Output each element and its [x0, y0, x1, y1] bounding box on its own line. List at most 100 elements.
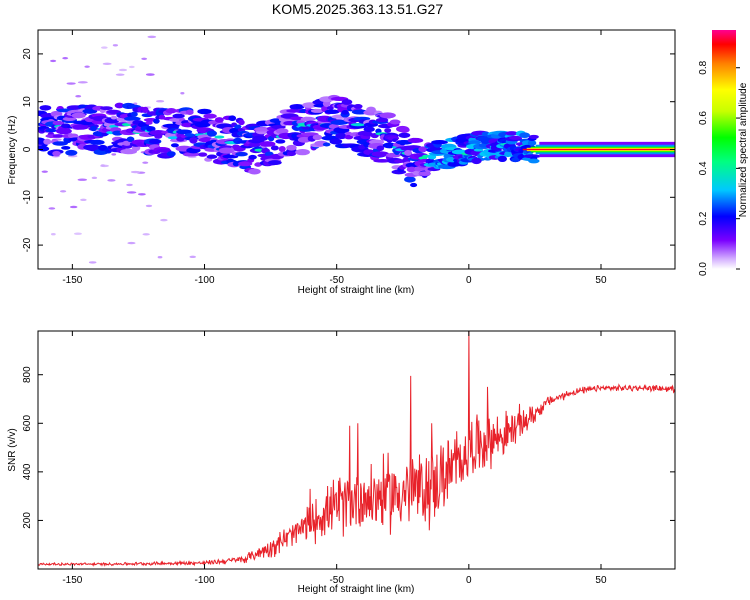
spectrogram-speckle: [142, 161, 149, 164]
spectrogram-cell: [176, 129, 193, 135]
spectrogram-cell: [344, 134, 354, 140]
colorbar-label: Normalized spectral amplitude: [738, 82, 749, 217]
spectrogram-cell: [218, 147, 235, 154]
chart-title: KOM5.2025.363.13.51.G27: [271, 1, 444, 17]
spectrogram-speckle: [142, 233, 150, 236]
spectrogram-cell: [329, 138, 343, 145]
spectrogram-cell: [170, 143, 179, 148]
snr-x-tick-label: 0: [466, 575, 472, 586]
spectrogram-cell: [43, 138, 52, 145]
colorbar-tick-label: 0.4: [698, 161, 709, 175]
spectrogram-cell: [176, 136, 185, 142]
spectrogram-cell: [398, 132, 411, 138]
spectrogram-hot-cell: [350, 123, 366, 127]
spectrogram-speckle: [128, 65, 135, 69]
snr-y-tick-label: 600: [22, 415, 33, 432]
spectrogram-cell: [214, 117, 224, 123]
spectrogram-speckle: [73, 232, 82, 235]
spectrogram-cell: [404, 149, 412, 156]
spectrogram-cell: [384, 128, 392, 133]
spectrogram-cell: [182, 152, 201, 157]
spectrogram-speckle: [62, 56, 69, 60]
colorbar-tick-label: 0.2: [698, 211, 709, 225]
spectrogram-cell: [203, 113, 217, 119]
spectrogram-cell: [528, 158, 540, 164]
spectrogram-cell: [310, 108, 324, 113]
spectrogram-cell: [371, 151, 390, 157]
spectrogram-cell: [418, 171, 431, 177]
spectrogram-cell: [124, 116, 141, 122]
spectrogram-cell: [126, 136, 135, 142]
spectrogram-cell: [379, 112, 396, 119]
spectrogram-cell: [165, 108, 177, 114]
spectrogram-cell: [389, 119, 401, 125]
spectrogram-cell: [410, 182, 418, 188]
spectrogram-cell: [248, 142, 261, 147]
spectrogram-cell: [406, 166, 417, 173]
spectrogram-cell: [511, 157, 520, 163]
spectrogram-cell: [528, 134, 539, 139]
spectrogram-speckle: [48, 207, 56, 210]
spectrogram-speckle: [180, 92, 185, 95]
spectrogram-speckle: [77, 81, 88, 84]
colorbar-gradient: [712, 30, 736, 269]
spectrogram-y-tick-label: -20: [22, 237, 33, 252]
spectrogram-cell: [89, 139, 105, 145]
spectrogram-cell: [190, 138, 197, 144]
snr-y-tick-label: 400: [22, 463, 33, 480]
spectrogram-cell: [353, 103, 363, 109]
spectrogram-speckle: [91, 176, 98, 180]
spectrogram-y-tick-label: -10: [22, 190, 33, 205]
spectrogram-speckle: [77, 178, 88, 181]
spectrogram-speckle: [126, 191, 137, 194]
spectrogram-cell: [122, 140, 132, 146]
snr-frame: [37, 330, 676, 570]
spectrogram-speckle: [160, 218, 168, 222]
spectrogram-speckle: [138, 193, 146, 196]
spectrogram-y-tick-label: 20: [22, 48, 33, 60]
spectrogram-cell: [508, 135, 522, 140]
spectrogram-cell: [38, 146, 50, 152]
spectrogram-cell: [407, 137, 424, 143]
spectrogram-cell: [235, 152, 248, 157]
spectrogram-cell: [100, 106, 113, 111]
spectrogram-cell: [120, 148, 138, 155]
spectrogram-y-tick-label: 10: [22, 96, 33, 108]
snr-y-tick-label: 800: [22, 366, 33, 383]
spectrogram-cell: [527, 140, 537, 146]
spectrogram-cell: [67, 150, 76, 155]
spectrogram-speckle: [127, 241, 136, 245]
spectrogram-speckle: [145, 204, 153, 208]
spectrogram-cell: [375, 117, 389, 123]
spectrogram-speckle: [107, 179, 116, 182]
spectrogram-cell: [110, 115, 117, 120]
spectrogram-cell: [145, 120, 153, 125]
snr-series-line: [38, 331, 675, 567]
spectrogram-cell: [418, 146, 428, 153]
spectrogram-cell: [373, 159, 391, 163]
spectrogram-speckle: [111, 153, 117, 156]
spectrogram-x-tick-label: -50: [329, 275, 344, 286]
spectrogram-cell: [270, 145, 279, 151]
spectrogram-cell: [52, 141, 68, 146]
snr-x-tick-label: -50: [329, 575, 344, 586]
spectrogram-x-tick-label: 50: [595, 275, 607, 286]
spectrogram-speckle: [69, 205, 78, 209]
snr-x-axis-label: Height of straight line (km): [298, 584, 415, 595]
spectrogram-cell: [228, 115, 237, 122]
spectrogram-cell: [206, 154, 218, 159]
snr-y-tick-label: 200: [22, 512, 33, 529]
spectrogram-cell: [101, 132, 108, 137]
spectrogram-cell: [154, 134, 163, 139]
spectrogram-cell: [222, 154, 239, 159]
spectrogram-speckle: [112, 44, 119, 47]
spectrogram-speckle: [80, 198, 87, 202]
spectrogram-cell: [330, 119, 349, 125]
spectrogram-cell: [130, 111, 138, 117]
spectrogram-cell: [275, 128, 289, 135]
spectrogram-cell: [248, 154, 257, 160]
spectrogram-cell: [248, 168, 261, 175]
spectrogram-speckle: [141, 57, 148, 61]
spectrogram-cell: [286, 144, 297, 151]
spectrogram-cell: [114, 102, 125, 109]
